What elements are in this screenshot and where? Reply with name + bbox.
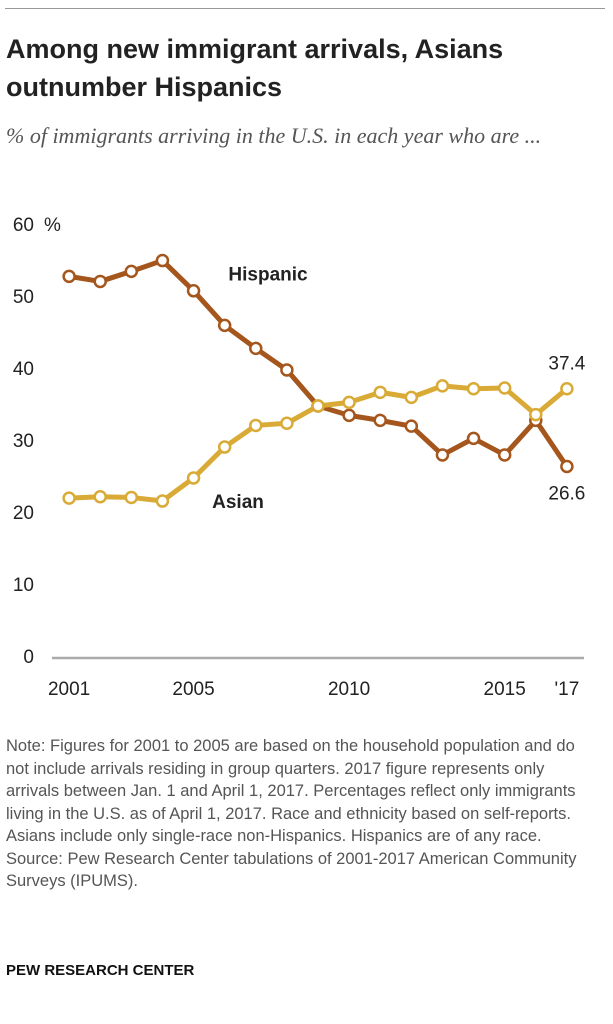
x-tick-label: '17 xyxy=(555,679,580,700)
point xyxy=(217,318,232,333)
point xyxy=(124,264,139,279)
point xyxy=(342,408,356,423)
point xyxy=(155,494,170,508)
point xyxy=(373,385,387,400)
point xyxy=(62,491,76,505)
point xyxy=(280,363,294,377)
x-tick-label: 2001 xyxy=(48,679,90,700)
point xyxy=(560,381,574,396)
y-tick-label: 60 xyxy=(13,215,34,236)
x-tick-label: 2010 xyxy=(328,679,370,700)
chart: 0 10 20 30 40 50 60 % 2001 2005 2010 2015 '17 Hispani… xyxy=(13,215,586,700)
point xyxy=(93,489,107,504)
point xyxy=(342,395,356,410)
y-tick-label: 0 xyxy=(23,647,34,668)
point xyxy=(529,407,543,422)
y-unit: % xyxy=(44,215,61,236)
y-tick-label: 20 xyxy=(13,503,34,524)
y-tick-label: 10 xyxy=(13,575,34,596)
source-text: Source: Pew Research Center tabulations … xyxy=(6,849,577,891)
y-tick-label: 30 xyxy=(13,431,34,452)
chart-title: Among new immigrant arrivals, Asians out… xyxy=(6,34,504,102)
point xyxy=(217,440,232,454)
point xyxy=(186,471,201,485)
point xyxy=(155,253,170,268)
point xyxy=(249,341,263,356)
point xyxy=(186,284,201,298)
point xyxy=(93,274,107,289)
value-label: 26.6 xyxy=(548,483,585,504)
point xyxy=(404,390,419,405)
point xyxy=(124,490,139,505)
point xyxy=(62,269,76,284)
point xyxy=(560,459,574,474)
point xyxy=(466,381,481,396)
series-label: Asian xyxy=(212,492,264,513)
x-tick-label: 2015 xyxy=(484,679,526,700)
point xyxy=(311,399,325,413)
footer: PEW RESEARCH CENTER xyxy=(6,962,195,979)
chart-subtitle: % of immigrants arriving in the U.S. in … xyxy=(6,123,542,148)
y-tick-label: 40 xyxy=(13,359,34,380)
note-text: Note: Figures for 2001 to 2005 are based… xyxy=(6,737,576,845)
point xyxy=(435,448,450,462)
value-label: 37.4 xyxy=(548,354,585,375)
top-rule xyxy=(5,8,605,9)
note: Note: Figures for 2001 to 2005 are based… xyxy=(6,735,586,893)
point xyxy=(249,418,263,433)
point xyxy=(466,431,481,446)
point xyxy=(373,413,387,428)
point xyxy=(404,419,419,433)
point xyxy=(280,416,294,431)
x-tick-label: 2005 xyxy=(172,679,214,700)
y-tick-label: 50 xyxy=(13,287,34,308)
series-line xyxy=(68,258,569,468)
series-label: Hispanic xyxy=(228,265,308,286)
point xyxy=(435,379,450,393)
point xyxy=(497,448,512,462)
point xyxy=(497,381,512,395)
